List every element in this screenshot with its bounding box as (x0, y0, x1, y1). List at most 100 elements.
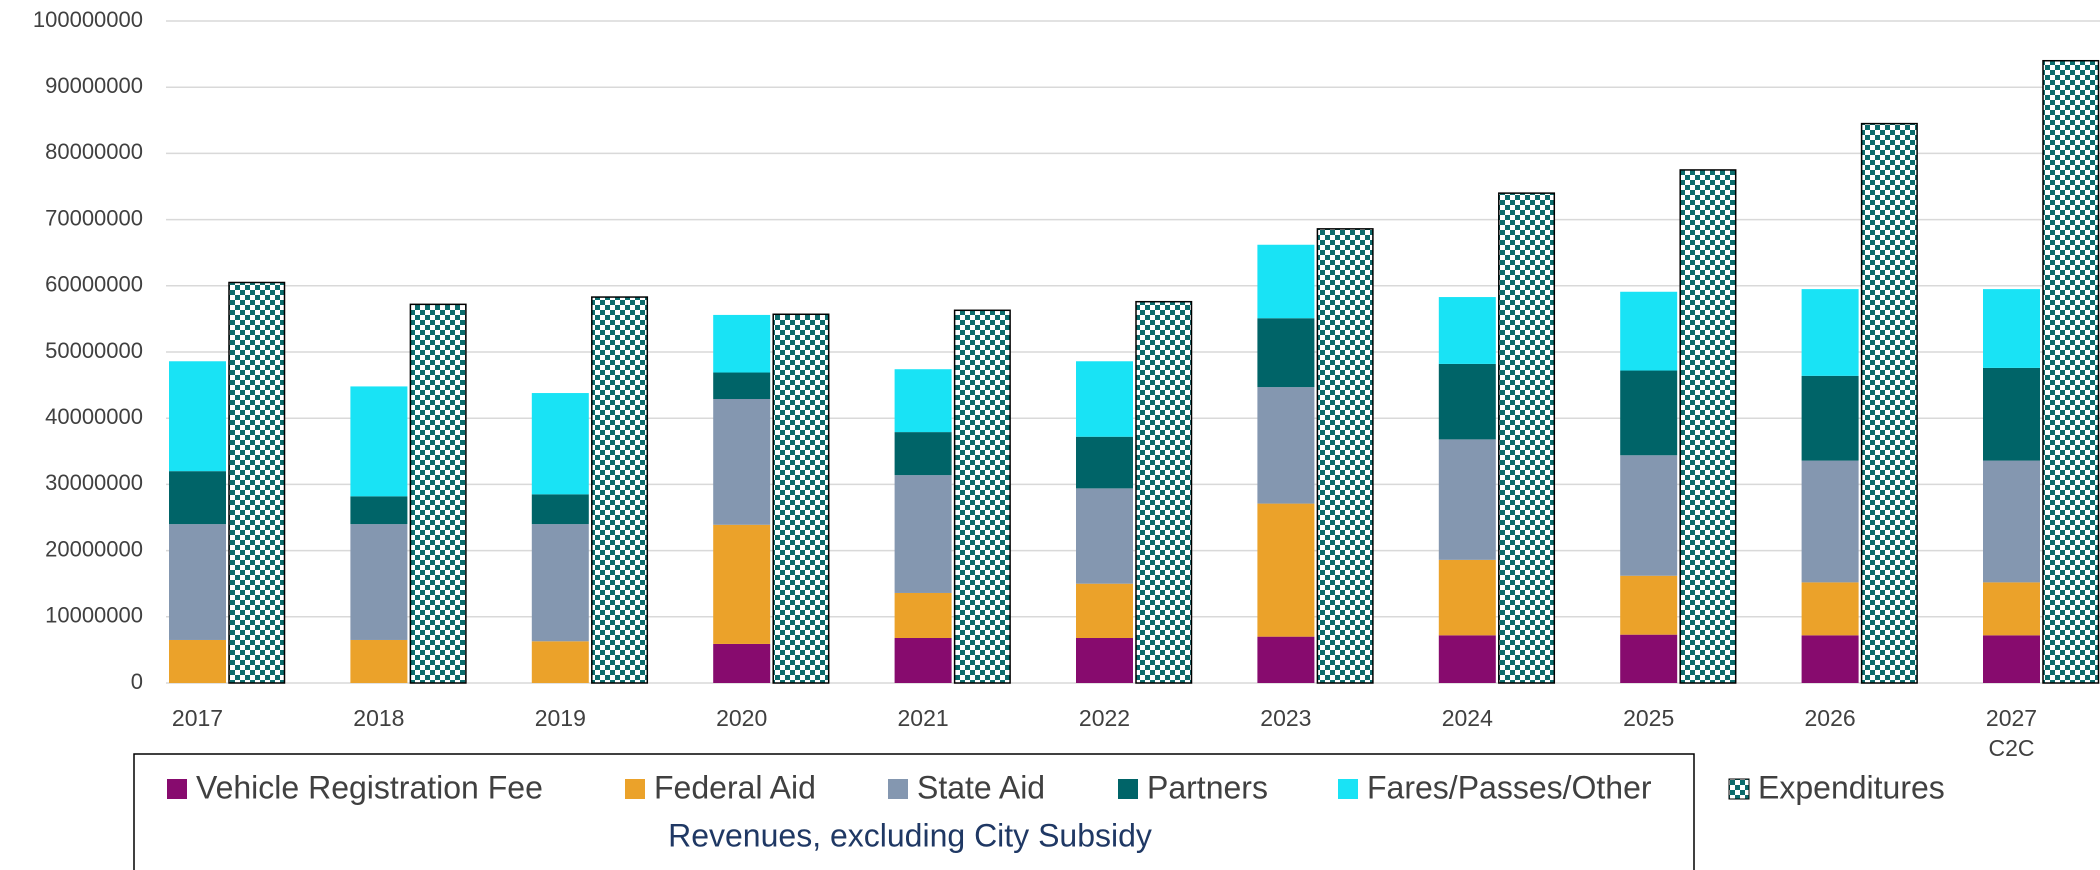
bar-segment (1438, 297, 1496, 364)
bar-segment (1257, 318, 1315, 388)
expenditure-bar (772, 313, 830, 684)
bar-segment (894, 369, 952, 433)
expenditure-bar (591, 296, 649, 684)
y-tick-label: 100000000 (33, 7, 143, 32)
bar-segment (1438, 559, 1496, 636)
bar-segment (1620, 634, 1678, 683)
expenditure-bar (1316, 228, 1374, 684)
bar-segment (1257, 387, 1315, 504)
bar-segment (713, 524, 771, 644)
x-tick-label: 2017 (171, 705, 224, 731)
x-tick-label: 2026 (1804, 705, 1856, 731)
y-tick-label: 80000000 (45, 139, 143, 164)
bar-segment (894, 592, 952, 638)
expenditure-bar (1679, 169, 1737, 684)
bar-segment (1983, 367, 2040, 461)
legend-label: Expenditures (1758, 769, 1945, 805)
bar-segment (1983, 582, 2040, 636)
x-tick-label: 2019 (534, 705, 586, 731)
legend-swatch (1118, 779, 1138, 799)
bar-segment (350, 386, 408, 497)
bar-segment (713, 643, 771, 683)
bar-segment (1983, 635, 2040, 683)
legend-label: Partners (1147, 769, 1268, 805)
y-tick-label: 90000000 (45, 73, 143, 98)
bar-segment (894, 475, 952, 593)
y-tick-label: 30000000 (45, 470, 143, 495)
bar-segment (1076, 436, 1133, 489)
bar-segment (1257, 503, 1315, 637)
legend-box (133, 753, 1695, 870)
bar-segment (894, 432, 952, 476)
y-tick-label: 0 (131, 669, 143, 694)
bar-segment (1620, 370, 1678, 456)
bar-segment (1620, 575, 1678, 635)
bar-segment (1801, 289, 1859, 376)
bar-segment (1801, 582, 1859, 636)
bar-segment (1438, 363, 1496, 440)
bar-segment (713, 399, 771, 525)
x-tick-label: 2027 C2C (1985, 705, 2038, 761)
legend-group-label: Revenues, excluding City Subsidy (668, 817, 1152, 853)
y-tick-label: 40000000 (45, 404, 143, 429)
y-tick-label: 60000000 (45, 272, 143, 297)
bar-segment (169, 639, 226, 683)
bar-segment (1801, 375, 1859, 461)
x-tick-label: 2018 (353, 705, 405, 731)
expenditure-bar (2042, 59, 2100, 684)
bar-segment (713, 314, 771, 373)
bar-segment (531, 524, 589, 642)
bar-segment (1076, 637, 1133, 683)
bar-segment (531, 393, 589, 495)
y-tick-label: 50000000 (45, 338, 143, 363)
expenditure-bar (1135, 300, 1193, 684)
bar-segment (1620, 455, 1678, 576)
y-tick-label: 10000000 (45, 603, 143, 628)
expenditure-bar (409, 303, 467, 684)
legend-swatch (888, 779, 908, 799)
legend-swatch (1728, 778, 1750, 800)
x-tick-label: 2022 (1078, 705, 1131, 731)
bar-segment (1438, 635, 1496, 683)
x-tick-label: 2023 (1260, 705, 1312, 731)
legend-swatch (167, 779, 187, 799)
y-tick-label: 20000000 (45, 536, 143, 561)
bar-segment (1076, 361, 1133, 437)
bar-segment (1438, 439, 1496, 560)
bar-segment (1983, 289, 2040, 368)
x-tick-label: 2020 (716, 705, 768, 731)
bar-segment (350, 524, 408, 640)
expenditure-bar (1498, 192, 1556, 684)
bar-segment (713, 372, 771, 400)
bar-segment (531, 641, 589, 683)
bar-segment (531, 494, 589, 525)
bar-segment (350, 496, 408, 525)
bar-segment (169, 524, 226, 640)
legend-label: State Aid (917, 769, 1045, 805)
legend-label: Fares/Passes/Other (1367, 769, 1652, 805)
bar-segment (1801, 460, 1859, 583)
bar-segment (1983, 460, 2040, 583)
expenditure-bar (1860, 122, 1918, 684)
bar-segment (1076, 488, 1133, 584)
legend-swatch (1338, 779, 1358, 799)
x-tick-label: 2021 (897, 705, 949, 731)
expenditure-bar (953, 309, 1011, 684)
bar-segment (894, 637, 952, 683)
x-tick-label: 2025 (1623, 705, 1675, 731)
bar-segment (1801, 635, 1859, 683)
y-tick-label: 70000000 (45, 205, 143, 230)
expenditure-bar (228, 281, 286, 684)
bar-segment (350, 639, 408, 683)
bar-segment (1257, 636, 1315, 683)
bar-segment (1076, 583, 1133, 638)
bar-segment (169, 361, 226, 472)
legend-label: Federal Aid (654, 769, 816, 805)
x-tick-label: 2024 (1441, 705, 1493, 731)
legend-swatch (625, 779, 645, 799)
legend-label: Vehicle Registration Fee (196, 769, 543, 805)
bar-segment (169, 471, 226, 525)
bar-segment (1620, 291, 1678, 371)
